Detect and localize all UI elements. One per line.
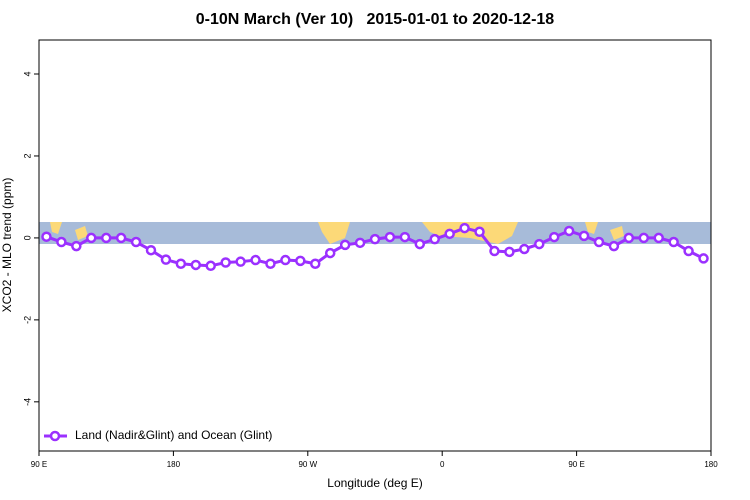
data-point bbox=[414, 238, 426, 250]
x-tick-label: 180 bbox=[167, 460, 181, 469]
data-point bbox=[399, 231, 411, 243]
data-point bbox=[41, 231, 52, 242]
x-tick-label: 90 E bbox=[568, 460, 584, 469]
data-point bbox=[563, 225, 575, 237]
data-point bbox=[100, 232, 112, 244]
data-point bbox=[683, 245, 694, 257]
data-point bbox=[593, 236, 605, 248]
data-point bbox=[534, 238, 545, 250]
x-tick-label: 90 W bbox=[298, 460, 317, 469]
data-point bbox=[459, 222, 470, 234]
data-point bbox=[265, 258, 276, 269]
x-tick-label: 90 E bbox=[31, 460, 47, 469]
data-point bbox=[429, 233, 440, 245]
data-point bbox=[653, 232, 664, 244]
data-point bbox=[115, 232, 127, 244]
data-point bbox=[548, 231, 560, 243]
data-point bbox=[369, 233, 381, 245]
data-point bbox=[519, 243, 530, 255]
data-point bbox=[668, 236, 679, 248]
data-point bbox=[160, 254, 172, 265]
data-point bbox=[339, 239, 351, 251]
x-tick-label: 180 bbox=[704, 460, 718, 469]
data-point bbox=[295, 255, 306, 267]
x-axis-label: Longitude (deg E) bbox=[327, 476, 422, 490]
data-point bbox=[280, 254, 291, 266]
plot-frame bbox=[38, 39, 712, 452]
data-point bbox=[324, 247, 336, 259]
y-tick-label: -2 bbox=[22, 316, 32, 324]
data-point bbox=[698, 253, 709, 264]
legend-label: Land (Nadir&Glint) and Ocean (Glint) bbox=[75, 428, 272, 442]
y-tick-label: -4 bbox=[22, 398, 32, 406]
data-point bbox=[310, 258, 321, 269]
data-point bbox=[220, 257, 231, 268]
data-point bbox=[474, 226, 485, 238]
data-point bbox=[71, 240, 82, 252]
data-point bbox=[638, 232, 650, 244]
data-point bbox=[444, 228, 455, 240]
legend-marker bbox=[49, 430, 61, 442]
data-point bbox=[175, 258, 187, 269]
data-point bbox=[205, 260, 216, 272]
data-point bbox=[130, 236, 142, 248]
data-point bbox=[190, 259, 202, 271]
data-point bbox=[250, 254, 261, 266]
map-background bbox=[39, 222, 711, 244]
data-point bbox=[384, 231, 396, 243]
data-point bbox=[145, 244, 157, 256]
data-point bbox=[623, 232, 635, 244]
data-point bbox=[608, 240, 620, 252]
x-tick-label: 0 bbox=[440, 460, 445, 469]
y-tick-label: 0 bbox=[22, 235, 32, 240]
data-point bbox=[354, 237, 366, 249]
data-point bbox=[56, 236, 67, 248]
data-point bbox=[235, 256, 246, 267]
y-tick-label: 4 bbox=[22, 72, 32, 77]
data-point bbox=[578, 230, 590, 242]
y-axis-label: XCO2 - MLO trend (ppm) bbox=[0, 178, 14, 313]
data-point bbox=[504, 246, 515, 258]
data-point bbox=[489, 245, 500, 257]
y-tick-label: 2 bbox=[22, 153, 32, 158]
chart-title: 0-10N March (Ver 10) 2015-01-01 to 2020-… bbox=[196, 11, 555, 28]
data-point bbox=[86, 232, 97, 244]
